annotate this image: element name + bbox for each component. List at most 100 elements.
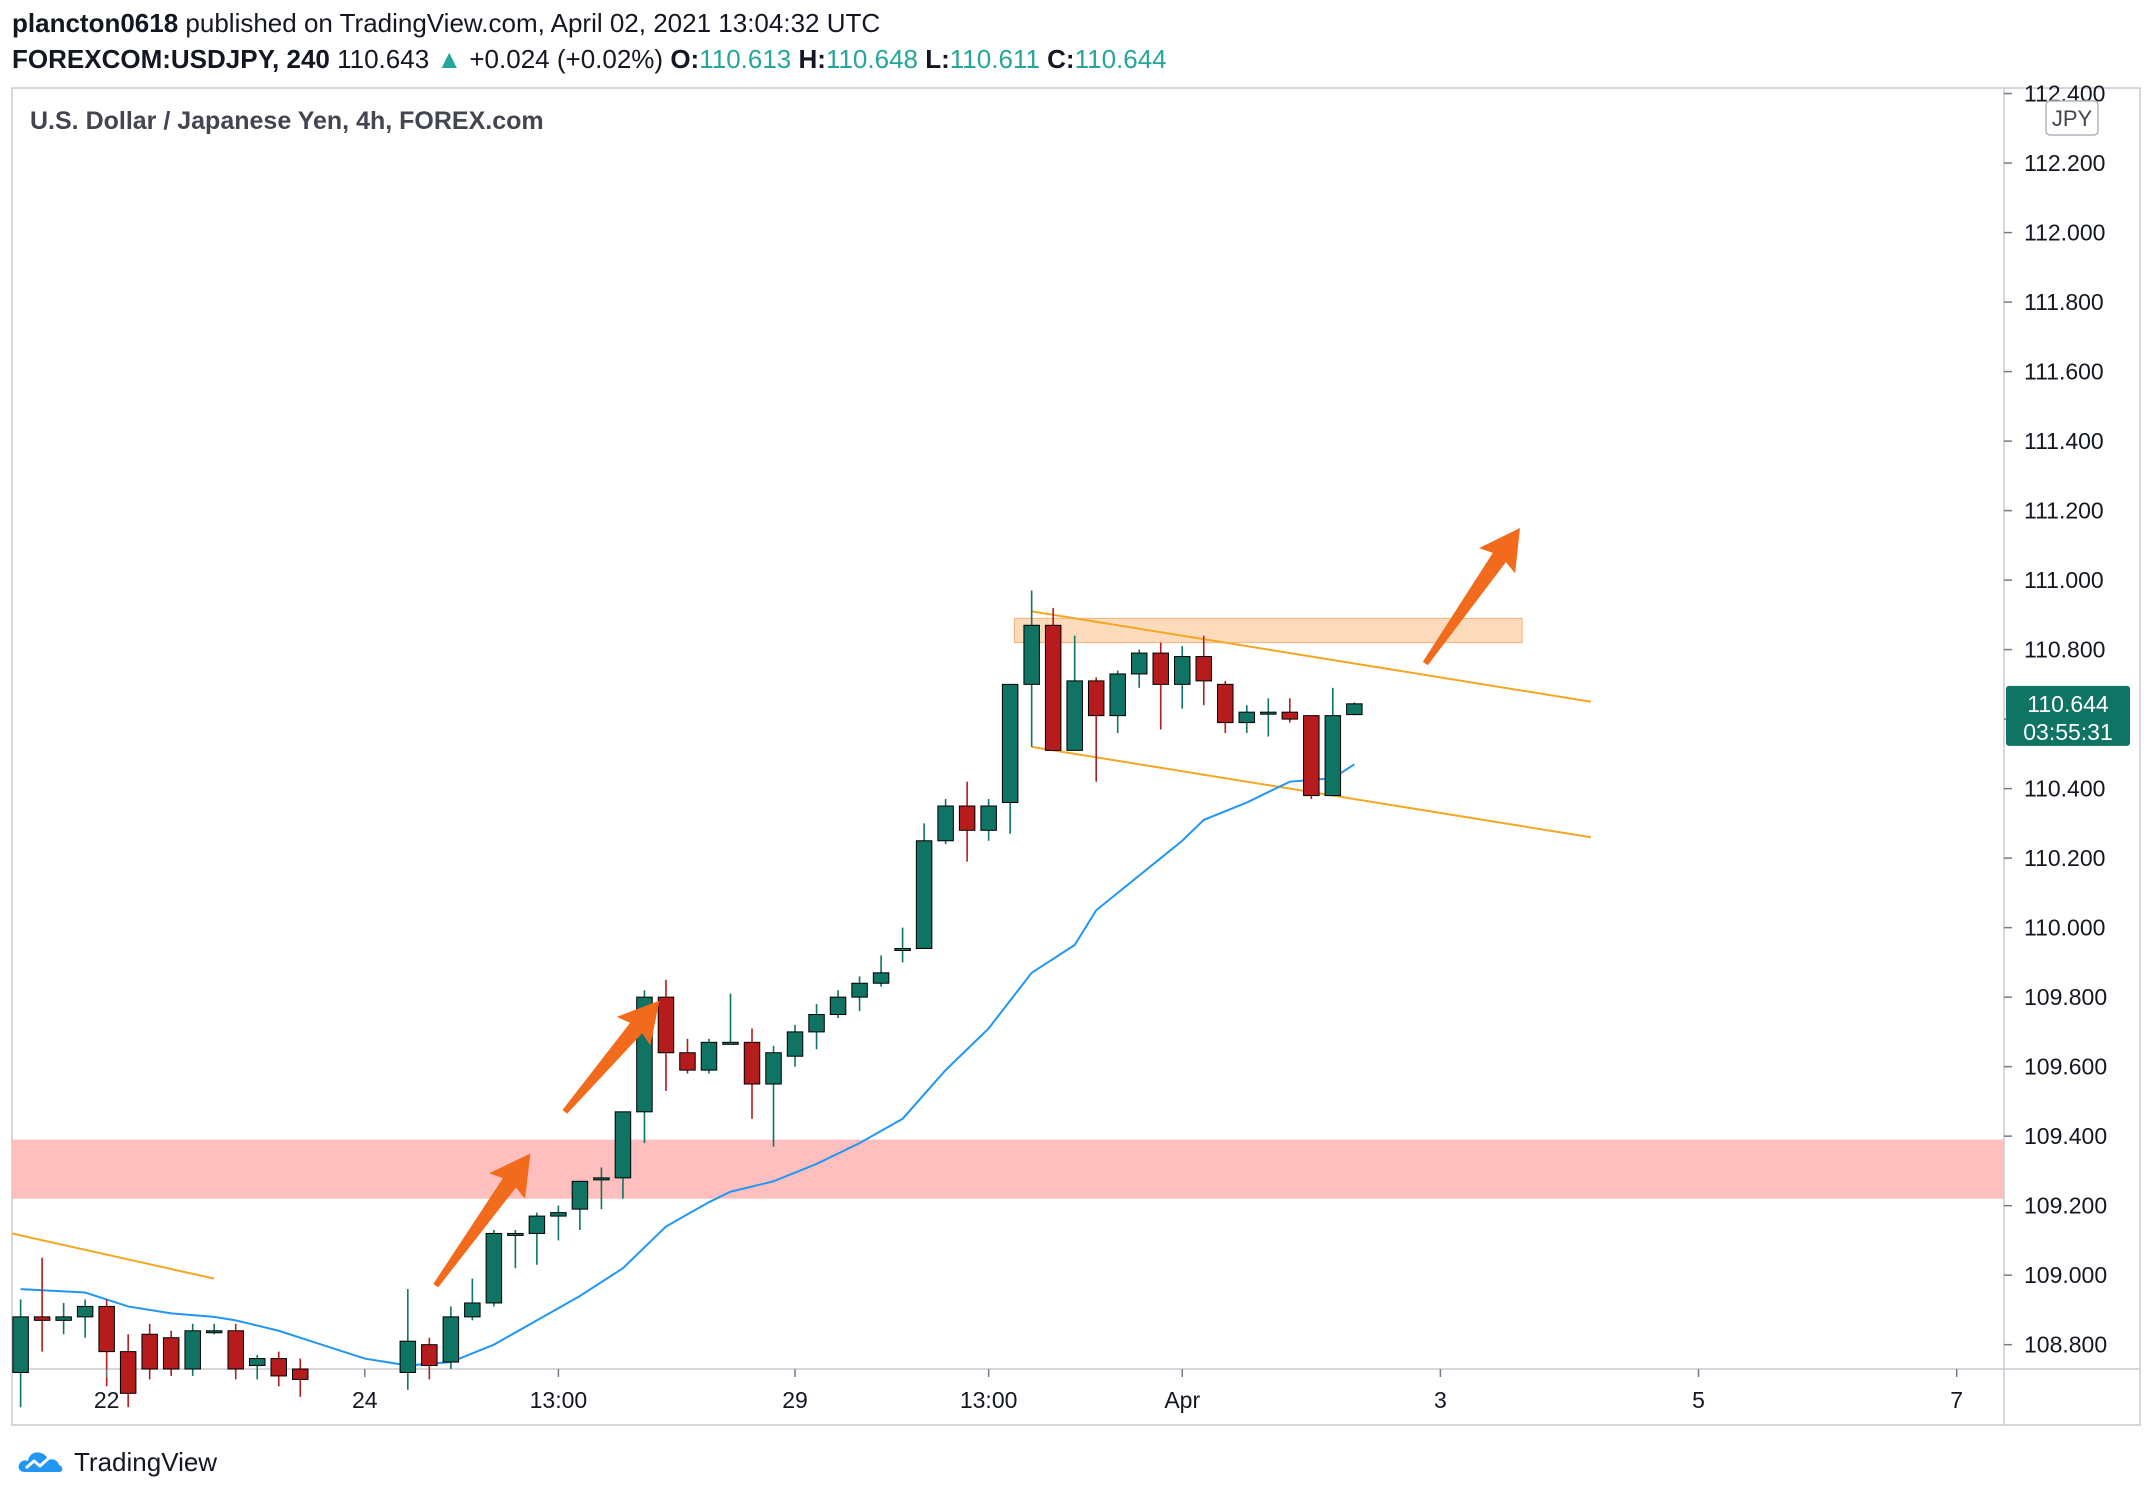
candle[interactable] xyxy=(937,799,954,845)
candle[interactable] xyxy=(894,927,911,963)
candle[interactable] xyxy=(227,1323,244,1380)
candle[interactable] xyxy=(679,1038,696,1074)
channel-upper-line[interactable] xyxy=(1031,610,1592,703)
candle[interactable] xyxy=(980,799,997,841)
candle[interactable] xyxy=(700,1038,718,1074)
candle[interactable] xyxy=(141,1323,158,1380)
y-tick-label: 111.000 xyxy=(2024,567,2104,593)
candle[interactable] xyxy=(550,1205,567,1241)
candle-body xyxy=(550,1212,567,1217)
x-tick-label: 7 xyxy=(1950,1387,1963,1413)
candle[interactable] xyxy=(1044,607,1062,751)
candle[interactable] xyxy=(33,1257,51,1352)
candle[interactable] xyxy=(1152,642,1169,730)
candle[interactable] xyxy=(1066,635,1083,751)
candle-body xyxy=(700,1041,718,1071)
candle[interactable] xyxy=(76,1299,94,1338)
candle[interactable] xyxy=(851,976,868,1012)
author-name[interactable]: plancton0618 xyxy=(12,8,179,38)
candle[interactable] xyxy=(1260,698,1277,737)
candle-body xyxy=(1023,624,1040,685)
candle[interactable] xyxy=(205,1323,223,1335)
candle[interactable] xyxy=(162,1330,180,1376)
candle[interactable] xyxy=(808,1004,825,1050)
trend-arrow[interactable] xyxy=(418,1141,548,1299)
candle[interactable] xyxy=(1087,677,1105,782)
price-chart[interactable]: 112.400112.200112.000111.800111.600111.4… xyxy=(0,0,2154,1440)
candle-body xyxy=(270,1358,287,1377)
y-tick-label: 109.200 xyxy=(2024,1193,2107,1219)
candle-body xyxy=(33,1316,51,1321)
trend-arrow[interactable] xyxy=(548,986,676,1126)
candle[interactable] xyxy=(55,1302,72,1335)
candle[interactable] xyxy=(399,1289,417,1390)
candle[interactable] xyxy=(872,955,890,987)
candle-body xyxy=(1303,715,1320,797)
candle-body xyxy=(184,1330,201,1370)
candle[interactable] xyxy=(184,1323,201,1376)
candle-body xyxy=(829,996,847,1016)
old-trendline[interactable] xyxy=(11,1232,215,1280)
candle-body xyxy=(980,805,997,831)
candle[interactable] xyxy=(1109,670,1126,734)
candle[interactable] xyxy=(1023,590,1040,747)
candle-body xyxy=(248,1358,266,1367)
candle[interactable] xyxy=(119,1334,137,1408)
candle[interactable] xyxy=(292,1358,309,1397)
price-change: +0.024 (+0.02%) xyxy=(469,44,664,74)
y-tick-label: 109.600 xyxy=(2024,1054,2107,1080)
trend-arrow-shape xyxy=(562,1000,660,1114)
candle[interactable] xyxy=(1346,702,1363,716)
candle-body xyxy=(786,1031,804,1057)
candle[interactable] xyxy=(743,1028,761,1119)
candle[interactable] xyxy=(915,823,933,949)
trend-arrow-shape xyxy=(433,1153,531,1288)
candle-body xyxy=(1087,680,1105,717)
candle[interactable] xyxy=(1217,680,1234,734)
candle[interactable] xyxy=(442,1306,460,1369)
candle[interactable] xyxy=(571,1180,589,1230)
candle[interactable] xyxy=(464,1278,481,1321)
candle[interactable] xyxy=(593,1167,610,1210)
candle-body xyxy=(679,1052,696,1071)
footer-brand[interactable]: TradingView xyxy=(74,1446,218,1477)
candle-body xyxy=(55,1316,72,1321)
candle[interactable] xyxy=(786,1024,804,1067)
candle-body xyxy=(98,1305,115,1353)
price-badge-countdown: 03:55:31 xyxy=(2023,719,2113,745)
candle[interactable] xyxy=(1001,683,1019,834)
candle[interactable] xyxy=(1174,646,1191,709)
currency-badge[interactable]: JPY xyxy=(2045,100,2099,136)
candle[interactable] xyxy=(12,1299,29,1408)
y-tick-label: 112.200 xyxy=(2024,150,2105,176)
candle-body xyxy=(571,1180,589,1210)
candle[interactable] xyxy=(958,781,976,862)
candle-body xyxy=(1152,652,1169,685)
candle-body xyxy=(915,840,933,949)
trend-arrow[interactable] xyxy=(1407,515,1538,676)
candle[interactable] xyxy=(657,979,675,1091)
symbol-info: FOREXCOM:USDJPY, 240 110.643 ▲ +0.024 (+… xyxy=(12,44,1167,75)
candle-body xyxy=(1195,656,1213,682)
chart-frame xyxy=(11,87,2141,1426)
candle[interactable] xyxy=(1238,705,1256,734)
candle[interactable] xyxy=(765,1045,782,1147)
candle[interactable] xyxy=(829,990,847,1018)
candle[interactable] xyxy=(270,1351,287,1387)
candle[interactable] xyxy=(722,993,739,1045)
candle[interactable] xyxy=(1195,635,1213,706)
candle-body xyxy=(141,1333,158,1370)
candle[interactable] xyxy=(485,1229,503,1307)
candle[interactable] xyxy=(528,1212,546,1265)
candle[interactable] xyxy=(1281,698,1299,723)
candle[interactable] xyxy=(98,1299,115,1387)
candle-body xyxy=(292,1368,309,1380)
candle[interactable] xyxy=(614,1111,632,1199)
candle[interactable] xyxy=(1303,715,1320,800)
candle[interactable] xyxy=(1324,687,1342,797)
candle[interactable] xyxy=(507,1229,524,1269)
candle[interactable] xyxy=(421,1337,438,1380)
candle[interactable] xyxy=(1130,649,1148,688)
candle[interactable] xyxy=(248,1355,266,1380)
tradingview-logo-icon[interactable] xyxy=(16,1446,66,1478)
